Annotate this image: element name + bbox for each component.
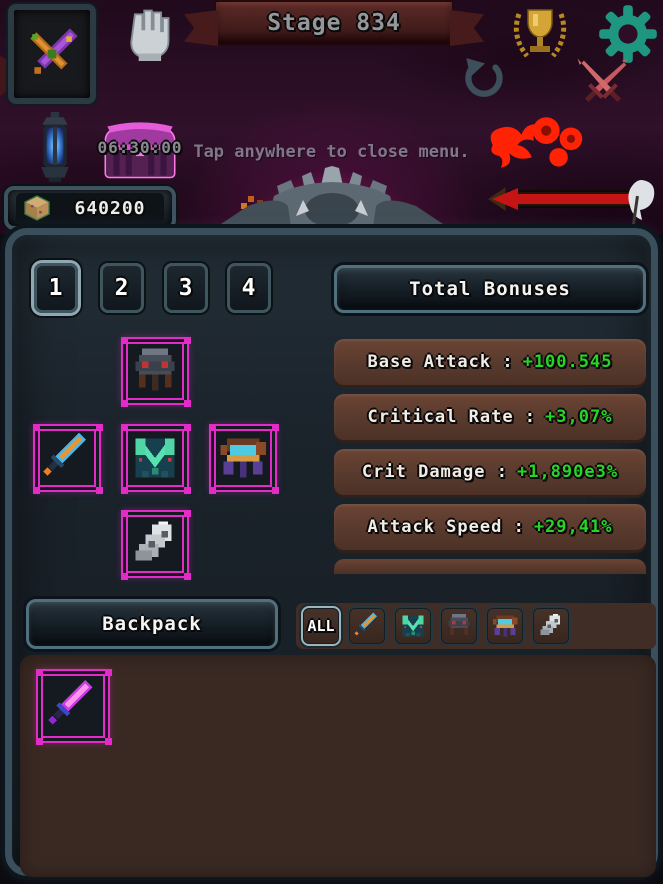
backpack-item-purple-sword[interactable] <box>36 669 110 743</box>
equip-slot-helmet[interactable] <box>121 337 189 405</box>
stat-label: Attack Speed : <box>367 517 525 537</box>
currency-bar: 640200 <box>4 186 176 230</box>
sword-icon <box>352 611 382 641</box>
filter-all-label: ALL <box>307 617 335 635</box>
equipment-menu-panel: 1 2 3 4 Total Bonuses Base Attack : +100… <box>1 224 662 880</box>
battle-button[interactable] <box>566 54 640 114</box>
stat-row-critical-rate: Critical Rate : +3,07% <box>334 394 646 440</box>
tab-3-label: 3 <box>178 275 194 301</box>
filter-helmet-button[interactable] <box>439 606 479 646</box>
tab-loadout-2[interactable]: 2 <box>100 263 144 313</box>
stat-value: +1,890e3% <box>516 462 619 482</box>
close-menu-overlay[interactable]: Stage 834 <box>0 0 663 234</box>
tab-2-label: 2 <box>114 275 130 301</box>
stat-row-crit-damage: Crit Damage : +1,890e3% <box>334 449 646 495</box>
boss-rush-button[interactable] <box>486 110 590 180</box>
fist-icon <box>130 9 170 61</box>
debris-decoration <box>248 196 254 202</box>
stat-label: Critical Rate : <box>367 407 537 427</box>
refresh-icon <box>465 58 503 97</box>
stat-label: Crit Damage : <box>361 462 508 482</box>
backpack-filter-bar: ALL <box>296 603 656 649</box>
tab-1-label: 1 <box>48 275 64 301</box>
gear-icon <box>599 5 657 63</box>
statue-decoration <box>206 166 458 234</box>
boss-emblem-icon <box>490 117 583 168</box>
crossed-swords-icon <box>577 58 629 103</box>
currency-amount: 640200 <box>74 197 146 219</box>
lantern-button[interactable] <box>33 112 77 184</box>
equip-slot-boots[interactable] <box>121 510 189 578</box>
filter-boots-button[interactable] <box>531 606 571 646</box>
gloves-icon <box>217 432 269 484</box>
currency-inner: 640200 <box>16 193 164 223</box>
lantern-icon <box>41 112 69 182</box>
total-bonuses-header: Total Bonuses <box>334 265 646 313</box>
restart-button[interactable] <box>460 54 508 104</box>
chest-timer: 06:30:00 <box>97 138 183 157</box>
stat-value: +3,07% <box>545 407 613 427</box>
stat-value: +100.545 <box>522 352 613 372</box>
achievements-button[interactable] <box>506 4 574 66</box>
stat-row-base-attack: Base Attack : +100.545 <box>334 339 646 385</box>
tab-loadout-4[interactable]: 4 <box>227 263 271 313</box>
helmet-icon <box>129 345 181 397</box>
stat-label: Base Attack : <box>367 352 514 372</box>
boots-icon <box>537 612 565 640</box>
filter-all-button[interactable]: ALL <box>301 606 341 646</box>
ghost-flag-decoration <box>628 180 655 226</box>
total-bonuses-title: Total Bonuses <box>409 278 571 300</box>
tab-loadout-3[interactable]: 3 <box>164 263 208 313</box>
chest-icon <box>104 122 176 179</box>
equip-slot-weapon[interactable] <box>33 424 101 492</box>
tab-loadout-1[interactable]: 1 <box>34 263 78 313</box>
gloves-icon <box>491 612 519 640</box>
timed-chest-button[interactable]: 06:30:00 <box>92 118 188 186</box>
equip-slot-gloves[interactable] <box>209 424 277 492</box>
filter-weapon-button[interactable] <box>347 606 387 646</box>
stat-row-attack-speed: Attack Speed : +29,41% <box>334 504 646 550</box>
stage-label: Stage 834 <box>267 10 401 36</box>
crossed-weapons-icon <box>30 28 78 74</box>
backpack-grid <box>20 655 656 877</box>
tab-4-label: 4 <box>241 275 257 301</box>
tap-hint-text: Tap anywhere to close menu. <box>193 142 470 162</box>
stage-banner: Stage 834 <box>214 0 454 46</box>
filter-gloves-button[interactable] <box>485 606 525 646</box>
stat-row-partial <box>334 559 646 574</box>
fist-button[interactable] <box>120 2 176 64</box>
player-portrait-button[interactable] <box>8 4 96 104</box>
cube-currency-icon <box>22 193 52 223</box>
armor-icon <box>399 612 427 640</box>
armor-icon <box>129 432 181 484</box>
purple-sword-icon <box>44 677 102 735</box>
stat-value: +29,41% <box>533 517 613 537</box>
equip-slot-armor[interactable] <box>121 424 189 492</box>
backpack-title: Backpack <box>102 613 202 635</box>
trophy-icon <box>513 9 567 58</box>
sword-icon <box>39 430 95 486</box>
boots-icon <box>129 518 181 570</box>
helmet-icon <box>445 612 473 640</box>
backpack-header: Backpack <box>26 599 278 649</box>
settings-button[interactable] <box>596 2 660 66</box>
filter-armor-button[interactable] <box>393 606 433 646</box>
